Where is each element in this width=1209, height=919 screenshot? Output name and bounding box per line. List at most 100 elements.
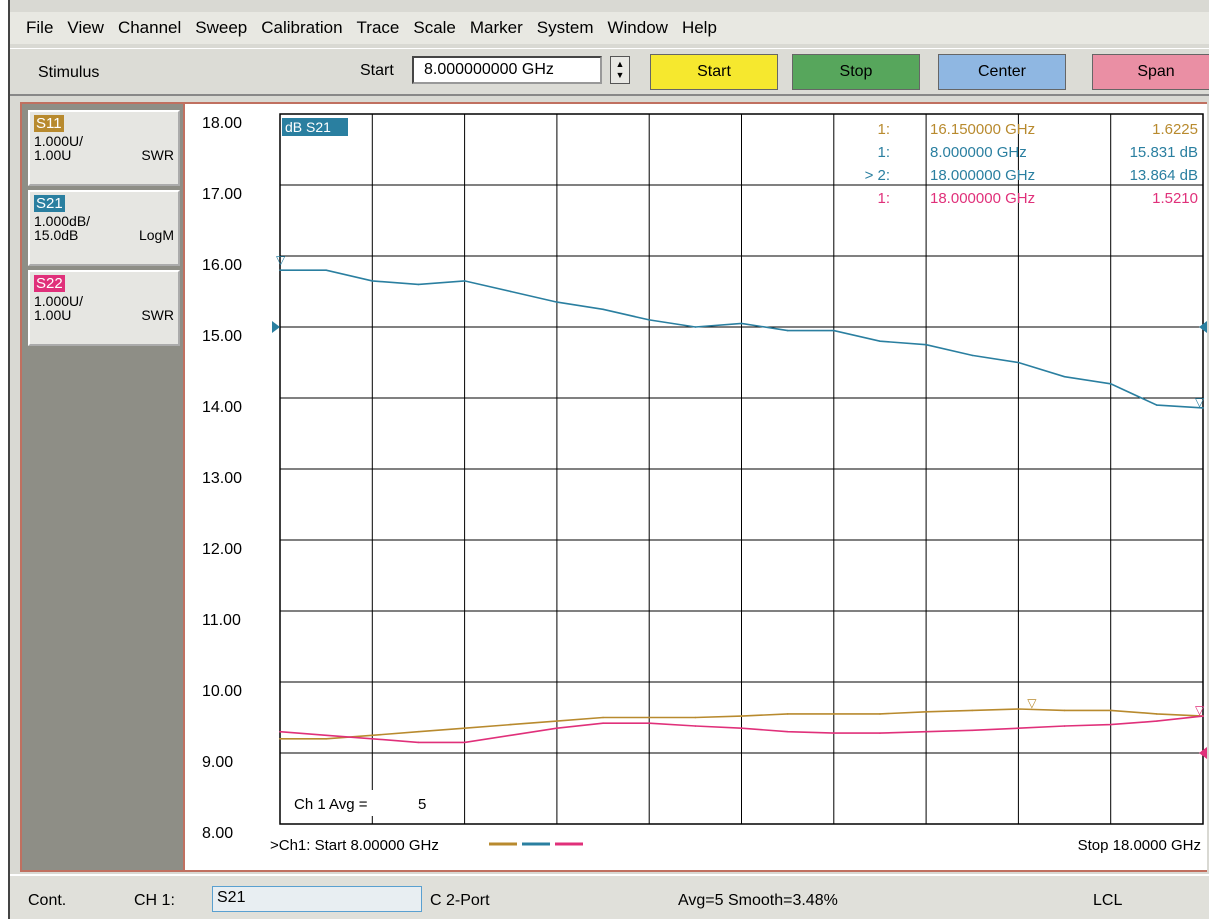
spin-down-icon[interactable]: ▼ [615,70,625,80]
menu-sweep[interactable]: Sweep [195,18,248,37]
marker-readout-num: 1: [877,144,890,161]
marker-2-icon: ▽ [1195,395,1205,409]
data-point-s22 [602,722,604,724]
y-tick-label: 13.00 [202,470,242,487]
menu-calibration[interactable]: Calibration [261,18,343,37]
menu-system[interactable]: System [536,18,594,37]
trace-format: LogM [138,227,174,243]
data-point-s11 [694,716,697,719]
sweep-start-label: >Ch1: Start 8.00000 GHz [270,837,439,854]
data-point-s22 [279,730,281,733]
data-point-s11 [833,713,835,715]
data-point-s22 [1156,720,1158,722]
y-tick-label: 8.00 [202,825,233,842]
reference-left-arrow-icon [272,321,280,333]
trace-panel: S11 1.000U/ 1.00U SWR S21 1.000dB/ 15.0dB… [22,104,185,870]
menu-trace[interactable]: Trace [356,18,400,37]
menu-window[interactable]: Window [607,18,668,37]
data-point-s21 [1017,361,1020,364]
data-point-s11 [786,713,789,715]
span-button[interactable]: Span [1092,54,1209,90]
data-point-s21 [786,329,789,332]
data-point-s21 [417,283,420,286]
data-point-s21 [925,343,927,346]
reference-right-arrow-icon [1199,321,1207,333]
data-point-s11 [556,720,558,722]
trace-box-s11[interactable]: S11 1.000U/ 1.00U SWR [28,110,180,186]
status-active-trace[interactable]: S21 [212,886,422,912]
channel-window: S11 1.000U/ 1.00U SWR S21 1.000dB/ 15.0dB… [20,102,1207,872]
data-point-s21 [648,319,650,321]
menu-view[interactable]: View [67,18,104,37]
start-button[interactable]: Start [650,54,778,90]
status-channel: CH 1: [134,892,175,909]
marker-readout-freq: 16.150000 GHz [930,121,1035,138]
y-tick-label: 16.00 [202,257,242,274]
trace-box-s22[interactable]: S22 1.000U/ 1.00U SWR [28,270,180,346]
data-point-s22 [556,727,558,729]
data-point-s11 [325,738,327,740]
data-point-s21 [740,322,743,325]
marker-readout-value: 1.5210 [1152,190,1198,207]
center-button[interactable]: Center [938,54,1066,90]
trace-scale: 1.000U/ [34,133,84,149]
data-point-s11 [602,716,604,719]
data-point-s21 [971,354,974,357]
data-point-s21 [509,290,512,293]
avg-label: Ch 1 Avg = [294,796,368,813]
data-point-s22 [463,741,466,744]
y-tick-label: 11.00 [202,612,241,629]
menu-file[interactable]: File [26,18,54,37]
data-point-s21 [1156,404,1158,406]
data-point-s11 [1156,713,1158,715]
menu-marker[interactable]: Marker [469,18,523,37]
data-point-s22 [786,730,789,733]
avg-value: 5 [418,796,426,813]
marker-readout-num: 1: [877,190,890,207]
y-tick-label: 18.00 [202,115,242,132]
data-point-s21 [325,269,327,271]
vna-window: File View Channel Sweep Calibration Trac… [8,0,1209,919]
status-averaging: Avg=5 Smooth=3.48% [678,892,838,909]
data-point-s11 [417,730,420,733]
data-point-s22 [879,732,881,734]
menu-help[interactable]: Help [681,18,717,37]
trace-ref: 15.0dB [34,227,79,243]
data-point-s11 [740,715,743,717]
data-point-s21 [371,280,374,282]
menu-bar: File View Channel Sweep Calibration Trac… [10,12,1209,44]
data-point-s21 [556,301,558,303]
marker-readout-num: > 2: [865,167,890,184]
data-point-s11 [371,734,374,737]
data-point-s21 [694,326,697,328]
menu-scale[interactable]: Scale [413,18,456,37]
spin-up-icon[interactable]: ▲ [615,59,625,69]
avg-label-bg [284,790,454,816]
stimulus-toolbar: Stimulus Start 8.000000000 GHz ▲ ▼ Start… [10,48,1209,96]
y-tick-label: 14.00 [202,399,242,416]
data-point-s21 [833,329,835,332]
stop-button[interactable]: Stop [792,54,920,90]
data-point-s11 [925,711,927,713]
data-point-s22 [694,725,697,727]
data-point-s22 [509,734,512,737]
data-point-s11 [1017,708,1020,710]
start-frequency-input[interactable]: 8.000000000 GHz [412,56,602,84]
start-frequency-spinner[interactable]: ▲ ▼ [610,56,630,84]
data-point-s11 [279,738,281,740]
data-point-s11 [648,716,650,719]
data-point-s21 [1063,375,1066,378]
y-tick-label: 12.00 [202,541,242,558]
trace-box-s21[interactable]: S21 1.000dB/ 15.0dB LogM [28,190,180,266]
data-point-s22 [925,730,927,733]
marker-readout-value: 13.864 dB [1130,167,1198,184]
s-parameter-chart[interactable]: 18.00 17.00 16.00 15.00 14.00 13.00 12.00 11.00… [190,104,1207,870]
data-point-s22 [1109,723,1112,726]
menu-channel[interactable]: Channel [117,18,182,37]
trace-format: SWR [141,147,174,163]
plot-area[interactable]: 18.00 17.00 16.00 15.00 14.00 13.00 12.00 11.00… [190,104,1207,870]
data-point-s22 [740,727,743,729]
data-point-s22 [648,722,650,724]
data-point-s22 [971,729,974,732]
start-field-label: Start [360,62,394,79]
